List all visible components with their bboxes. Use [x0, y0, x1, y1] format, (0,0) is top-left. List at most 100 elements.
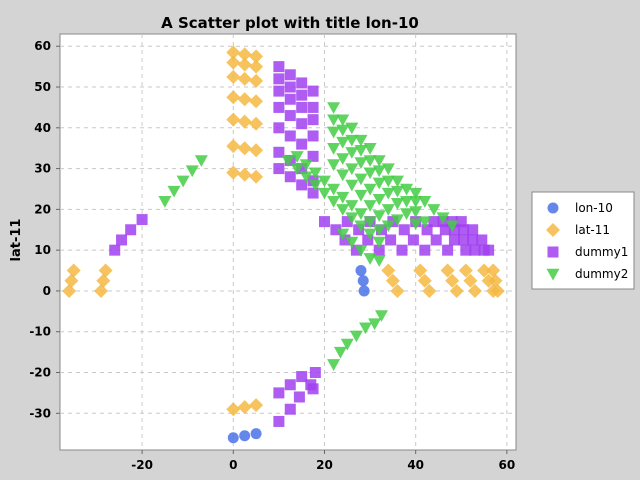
data-point-dummy1 [273, 122, 285, 134]
data-point-dummy2 [354, 157, 368, 169]
data-point-dummy2 [336, 228, 350, 241]
data-point-lat-11 [237, 400, 252, 415]
data-point-dummy1 [373, 244, 385, 256]
data-point-dummy1 [307, 85, 319, 97]
data-point-lat-11 [237, 167, 252, 182]
data-point-lat-11 [62, 283, 77, 298]
data-point-dummy2 [390, 198, 404, 210]
data-point-dummy2 [409, 187, 423, 200]
data-point-dummy1 [350, 244, 362, 256]
data-point-dummy2 [333, 346, 347, 359]
data-point-dummy1 [385, 234, 397, 246]
data-point-dummy2 [372, 155, 386, 167]
data-point-lat-11 [226, 165, 241, 180]
data-point-dummy1 [284, 69, 296, 81]
data-point-lon-10 [358, 285, 370, 297]
series-dummy2 [158, 102, 459, 371]
data-point-lat-11 [226, 402, 241, 417]
data-point-dummy1 [296, 101, 308, 113]
legend-marker-lon-10 [547, 202, 559, 214]
data-point-lat-11 [249, 73, 264, 88]
data-point-dummy1 [439, 224, 451, 236]
data-point-dummy2 [390, 214, 404, 227]
data-point-dummy1 [469, 244, 481, 256]
data-point-dummy1 [318, 216, 330, 228]
data-point-dummy2 [427, 204, 441, 216]
data-point-dummy1 [273, 85, 285, 97]
data-point-dummy2 [372, 255, 386, 267]
data-point-dummy2 [345, 200, 359, 212]
data-point-lat-11 [249, 169, 264, 184]
data-point-dummy1 [476, 234, 488, 246]
data-point-lat-11 [249, 398, 264, 413]
y-tick-label: 0 [43, 284, 51, 298]
data-point-dummy2 [327, 159, 341, 172]
data-point-dummy1 [307, 114, 319, 126]
y-tick-label: 20 [34, 202, 51, 216]
data-point-dummy2 [299, 159, 313, 172]
data-point-dummy2 [308, 167, 322, 180]
data-point-lat-11 [390, 283, 405, 298]
data-point-lat-11 [463, 273, 478, 288]
data-point-dummy2 [327, 114, 341, 127]
data-point-dummy1 [125, 224, 137, 236]
data-point-dummy2 [345, 212, 359, 225]
data-point-dummy2 [290, 151, 304, 163]
data-point-lat-11 [237, 47, 252, 62]
data-point-dummy1 [407, 234, 419, 246]
data-point-dummy2 [363, 200, 377, 212]
x-tick-label: -20 [131, 458, 153, 472]
data-point-lon-10 [357, 275, 369, 287]
data-point-dummy1 [362, 234, 374, 246]
data-point-dummy1 [296, 77, 308, 89]
data-point-lat-11 [237, 57, 252, 72]
data-point-dummy1 [273, 415, 285, 427]
data-point-dummy1 [307, 130, 319, 142]
data-point-lat-11 [417, 273, 432, 288]
data-point-lat-11 [249, 116, 264, 131]
data-points [62, 45, 505, 444]
data-point-dummy2 [368, 318, 382, 331]
data-point-lat-11 [64, 273, 79, 288]
data-point-lat-11 [226, 55, 241, 70]
x-tick-label: 20 [316, 458, 333, 472]
y-tick-label: 40 [34, 121, 51, 135]
data-point-dummy1 [460, 244, 472, 256]
legend-label: lon-10 [575, 201, 613, 215]
data-point-dummy2 [290, 163, 304, 176]
data-point-dummy2 [381, 204, 395, 216]
data-point-lat-11 [226, 139, 241, 154]
data-point-dummy2 [327, 102, 341, 114]
legend-marker-dummy1 [547, 246, 559, 258]
data-point-dummy1 [307, 187, 319, 199]
data-point-dummy2 [409, 196, 423, 208]
data-point-dummy2 [167, 185, 181, 198]
legend-marker-lat-11 [546, 223, 560, 237]
data-point-dummy1 [284, 93, 296, 105]
data-point-dummy1 [284, 81, 296, 93]
data-point-dummy2 [299, 171, 313, 184]
y-tick-label: -10 [29, 325, 51, 339]
data-point-lat-11 [226, 112, 241, 127]
data-point-dummy2 [354, 220, 368, 233]
data-point-lat-11 [226, 69, 241, 84]
data-point-dummy2 [336, 204, 350, 216]
data-point-dummy1 [273, 146, 285, 158]
data-point-lon-10 [239, 430, 251, 442]
data-point-dummy1 [284, 403, 296, 415]
data-point-dummy1 [296, 163, 308, 175]
data-point-dummy2 [336, 191, 350, 204]
data-point-dummy2 [327, 196, 341, 208]
data-point-dummy1 [458, 234, 470, 246]
data-point-dummy2 [374, 310, 388, 322]
data-point-dummy1 [430, 234, 442, 246]
data-point-dummy1 [448, 224, 460, 236]
data-point-dummy2 [372, 210, 386, 222]
data-point-dummy2 [354, 173, 368, 186]
data-point-dummy1 [467, 224, 479, 236]
data-point-lon-10 [227, 432, 239, 444]
data-point-dummy2 [327, 126, 341, 139]
data-point-dummy2 [372, 224, 386, 237]
data-point-dummy1 [428, 216, 440, 228]
data-point-dummy2 [363, 216, 377, 229]
